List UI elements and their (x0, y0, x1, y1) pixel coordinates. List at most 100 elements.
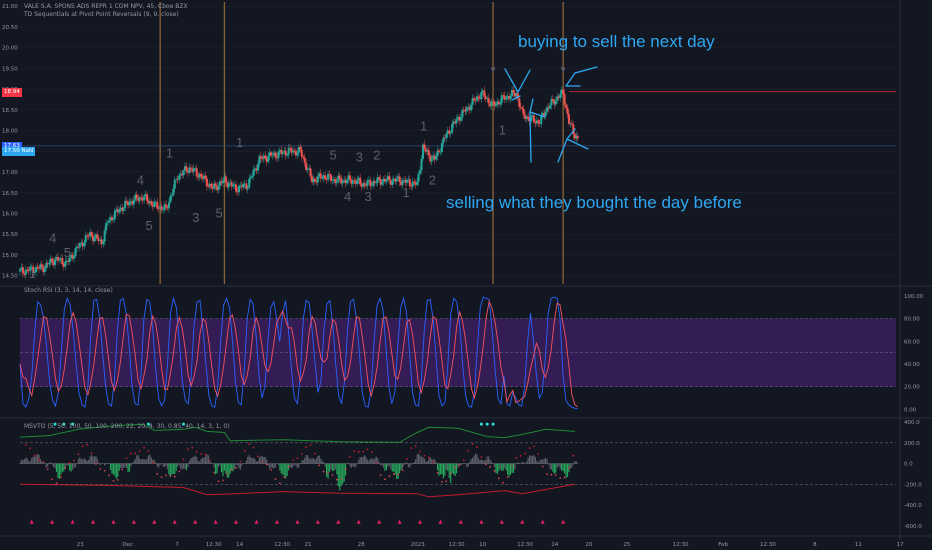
msvto-dot (191, 446, 194, 449)
msvto-histogram-bar (501, 463, 503, 471)
candle-body (102, 241, 105, 245)
candle-body (243, 183, 246, 185)
msvto-histogram-bar (134, 458, 136, 464)
msvto-histogram-bar (155, 462, 157, 464)
msvto-dot (572, 454, 575, 457)
msvto-dot (143, 446, 146, 449)
msvto-cyan-marker (479, 422, 483, 426)
td-count-label: 1 (402, 185, 409, 200)
candle-body (255, 168, 258, 171)
msvto-dot (24, 443, 27, 446)
msvto-histogram-bar (470, 459, 472, 464)
msvto-histogram-bar (83, 458, 85, 464)
msvto-histogram-bar (537, 462, 539, 464)
msvto-dot (29, 447, 32, 450)
msvto-histogram-bar (301, 460, 303, 464)
msvto-histogram-bar (22, 460, 24, 464)
msvto-histogram-bar (571, 463, 573, 468)
msvto-histogram-bar (436, 463, 439, 470)
msvto-dot (559, 477, 562, 479)
candle-body (115, 209, 118, 211)
candle-body (91, 235, 95, 242)
msvto-histogram-bar (526, 461, 528, 464)
x-tick-label: 20 (585, 542, 592, 548)
x-tick-label: 12:30 (673, 542, 689, 548)
msvto-histogram-bar (137, 455, 139, 464)
msvto-histogram-bar (536, 460, 538, 464)
candle-body (254, 168, 257, 170)
candle-body (121, 207, 124, 211)
candle-body (46, 262, 49, 265)
msvto-histogram-bar (388, 463, 390, 466)
candle-body (138, 197, 141, 201)
candle-body (492, 101, 495, 102)
msvto-histogram-bar (413, 462, 415, 464)
candle-body (356, 179, 359, 184)
candle-body (381, 182, 384, 185)
x-tick-label: 8 (813, 542, 817, 548)
msvto-histogram-bar (562, 463, 564, 472)
msvto-histogram-bar (263, 456, 265, 464)
msvto-histogram-bar (448, 463, 450, 479)
msvto-dot (550, 473, 553, 476)
pivot-marker (490, 67, 496, 73)
candle-body (216, 185, 219, 191)
msvto-histogram-bar (178, 463, 180, 466)
msvto-histogram-bar (253, 457, 255, 464)
candle-body (353, 180, 356, 182)
msvto-histogram-bar (495, 463, 497, 473)
signal-triangle (213, 519, 218, 524)
candle-body (147, 200, 150, 204)
msvto-histogram-bar (235, 463, 237, 466)
x-tick-label: 12:30 (760, 542, 776, 548)
msvto-cyan-marker (182, 422, 186, 426)
msvto-histogram-bar (350, 463, 353, 468)
candle-body (281, 152, 284, 154)
msvto-dot (357, 451, 360, 453)
msvto-dot (108, 474, 110, 477)
msvto-dot (305, 446, 308, 448)
candle-body (153, 201, 156, 207)
msvto-histogram-bar (458, 463, 461, 465)
candle-body (455, 118, 458, 124)
candle-body (554, 99, 557, 105)
msvto-histogram-bar (419, 455, 421, 464)
candle-body (248, 178, 251, 188)
candle-body (140, 197, 143, 199)
msvto-histogram-bar (429, 457, 431, 464)
msvto-histogram-bar (166, 463, 169, 470)
msvto-dot (38, 458, 40, 461)
annotation-stroke (557, 138, 568, 163)
msvto-histogram-bar (260, 455, 262, 464)
msvto-histogram-bar (194, 455, 196, 464)
candle-body (287, 147, 290, 155)
msvto-histogram-bar (533, 455, 535, 464)
candle-body (249, 177, 252, 179)
msvto-histogram-bar (353, 463, 355, 467)
msvto-dot (541, 465, 544, 468)
annotation-stroke (566, 138, 589, 150)
msvto-histogram-bar (96, 458, 98, 464)
msvto-histogram-bar (472, 457, 474, 464)
candle-body (100, 239, 103, 245)
msvto-dot (419, 450, 421, 453)
candle-body (217, 185, 220, 191)
signal-triangle (274, 519, 279, 524)
msvto-dot (388, 475, 391, 478)
candle-body (99, 239, 102, 242)
candle-body (442, 137, 445, 144)
msvto-histogram-bar (512, 463, 515, 474)
candle-body (278, 150, 281, 152)
candle-body (401, 180, 404, 186)
msvto-dot (173, 475, 176, 478)
candle-body (242, 183, 245, 188)
msvto-histogram-bar (19, 462, 21, 464)
candle-body (445, 133, 448, 139)
msvto-histogram-bar (334, 463, 336, 470)
msvto-dot (462, 459, 465, 462)
candle-body (239, 185, 242, 186)
candle-body (198, 174, 201, 178)
candle-body (236, 191, 239, 193)
candle-body (64, 261, 67, 267)
annotation-stroke (529, 111, 532, 163)
